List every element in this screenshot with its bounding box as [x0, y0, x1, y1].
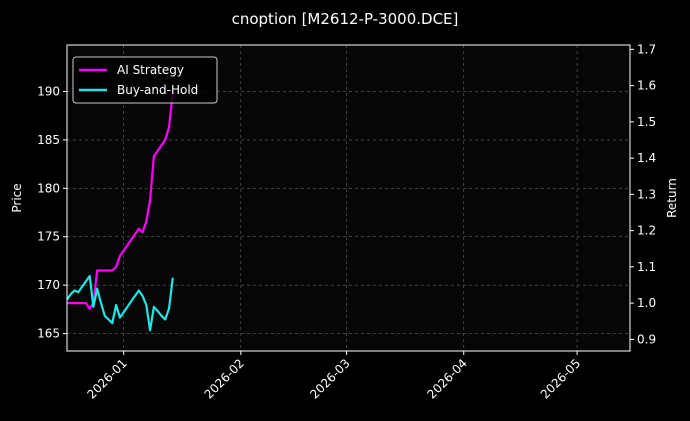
y2-tick-label: 1.7	[637, 42, 656, 56]
y2-tick-label: 1.1	[637, 260, 656, 274]
y2-tick-label: 1.0	[637, 296, 656, 310]
y2-tick-label: 1.2	[637, 224, 656, 238]
chart-title: cnoption [M2612-P-3000.DCE]	[232, 10, 459, 28]
legend-label-ai-strategy: AI Strategy	[117, 63, 184, 77]
y-gridlines	[67, 91, 630, 334]
legend-box	[72, 56, 218, 104]
series-line-buy-and-hold	[66, 274, 174, 332]
y-tick-label: 165	[37, 327, 60, 341]
y-tick-label: 185	[37, 133, 60, 147]
y-tick-label: 175	[37, 230, 60, 244]
y2-tick-label: 1.6	[637, 79, 656, 93]
y-tick-label: 190	[37, 84, 60, 98]
y-tick-label: 170	[37, 278, 60, 292]
plot-frame	[66, 44, 631, 352]
y2-tick-label: 1.5	[637, 115, 656, 129]
series-line-ai-strategy	[67, 92, 174, 310]
y-axis-right: 0.9 1.0 1.1 1.2 1.3 1.4 1.5 1.6 1.7	[630, 42, 656, 346]
y2-tick-label: 0.9	[637, 332, 656, 346]
y-axis-title: Price	[10, 183, 24, 212]
y-axis-left: 165 170 175 180 185 190	[37, 84, 67, 341]
y2-tick-label: 1.4	[637, 151, 656, 165]
legend-label-buy-and-hold: Buy-and-Hold	[117, 83, 198, 97]
series-layer	[66, 92, 174, 332]
y-tick-label: 180	[37, 181, 60, 195]
y2-tick-label: 1.3	[637, 187, 656, 201]
legend: AI Strategy Buy-and-Hold	[72, 56, 218, 104]
y2-axis-title: Return	[665, 178, 679, 218]
